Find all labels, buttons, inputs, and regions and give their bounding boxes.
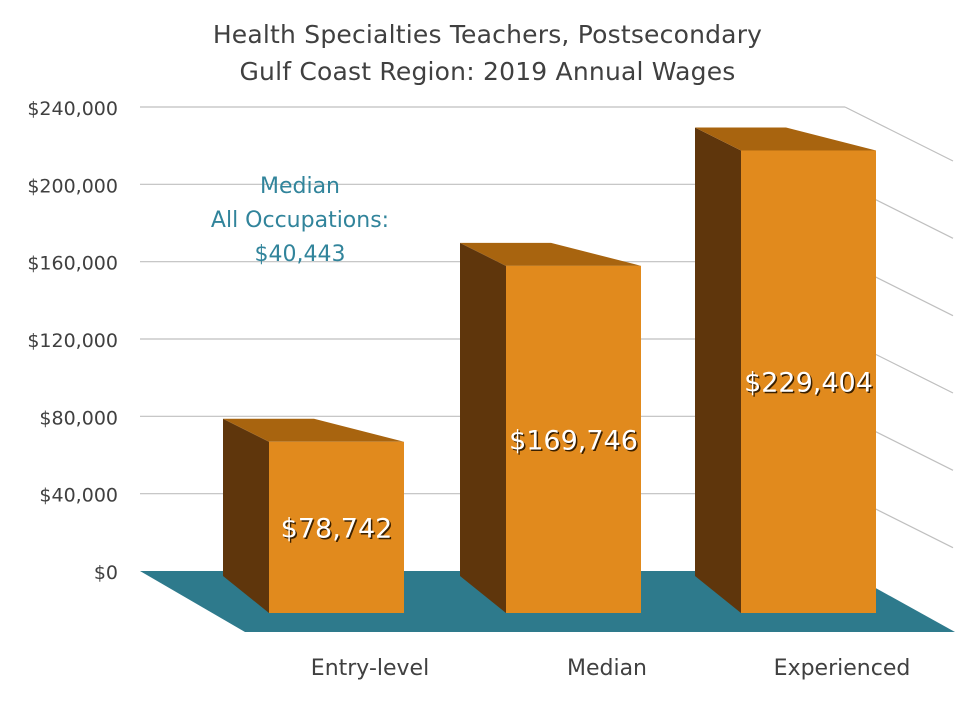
- median-all-occupations-annotation: Median All Occupations: $40,443: [190, 170, 410, 272]
- bar-front-face: [506, 265, 641, 613]
- bar-top-face: [223, 418, 404, 442]
- y-tick-label: $160,000: [27, 253, 118, 275]
- data-label-shadow: $169,746: [511, 427, 640, 458]
- bar-top-face: [695, 127, 876, 151]
- data-label: $229,404: [744, 368, 873, 399]
- bar-top-face: [460, 242, 641, 266]
- y-tick-label: $80,000: [39, 407, 118, 429]
- bar-front-face: [269, 441, 404, 613]
- bar-front-face: [741, 150, 876, 613]
- bar-side-face: [695, 127, 741, 614]
- y-tick-label: $120,000: [27, 330, 118, 352]
- category-label: Experienced: [774, 656, 911, 681]
- y-axis-tick-labels: $0 $40,000 $80,000 $120,000 $160,000 $200,000…: [27, 98, 118, 584]
- category-label: Entry-level: [311, 656, 429, 681]
- y-tick-label: $240,000: [27, 98, 118, 120]
- bar-side-face: [460, 242, 506, 613]
- category-label: Median: [567, 656, 647, 681]
- chart-subtitle: Gulf Coast Region: 2019 Annual Wages: [239, 57, 736, 86]
- bar-entry-level: $78,742$78,742: [223, 418, 404, 613]
- bar-experienced: $229,404$229,404: [695, 127, 876, 614]
- chart-title: Health Specialties Teachers, Postseconda…: [212, 20, 763, 49]
- annotation-line-1: Median: [259, 174, 341, 199]
- y-tick-label: $0: [94, 562, 118, 584]
- bar-side-face: [223, 418, 269, 613]
- annotation-line-2: All Occupations:: [210, 208, 390, 233]
- data-label-shadow: $229,404: [746, 369, 875, 400]
- annotation-line-3: $40,443: [254, 242, 346, 267]
- data-label: $169,746: [509, 425, 638, 456]
- data-label-shadow: $78,742: [282, 515, 394, 546]
- data-label: $78,742: [281, 513, 393, 544]
- y-tick-label: $40,000: [39, 485, 118, 507]
- x-axis-category-labels: Entry-level Median Experienced: [311, 656, 911, 681]
- y-tick-label: $200,000: [27, 175, 118, 197]
- bar-median: $169,746$169,746: [460, 242, 641, 613]
- gridline-side: [844, 106, 954, 162]
- bars: $78,742$78,742 $169,746$169,746 $229,404$2…: [223, 127, 876, 614]
